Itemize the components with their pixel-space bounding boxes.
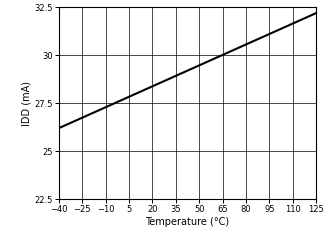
- Y-axis label: IDD (mA): IDD (mA): [22, 81, 32, 126]
- X-axis label: Temperature (°C): Temperature (°C): [145, 217, 230, 226]
